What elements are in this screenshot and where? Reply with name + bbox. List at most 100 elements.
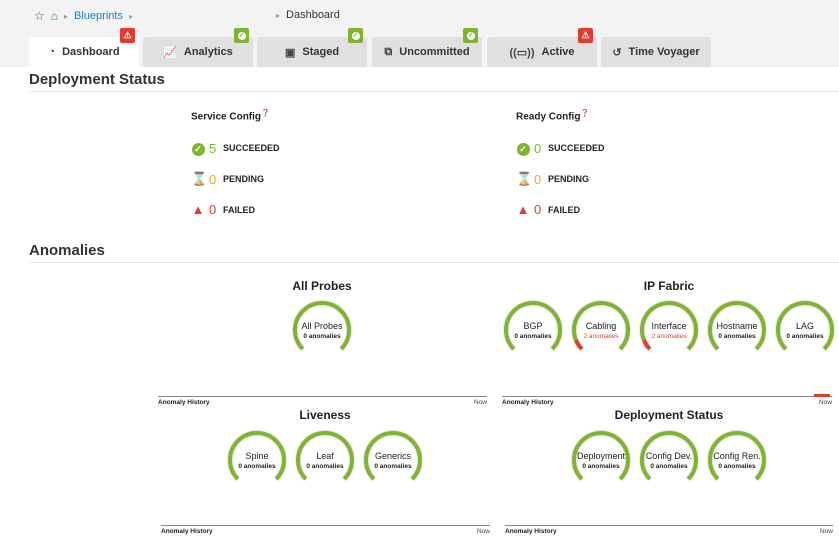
warning-badge-icon: ⚠ <box>578 28 593 43</box>
chevron-right-icon: ▸ <box>276 10 281 20</box>
ready-config-label: Ready Config <box>516 111 581 123</box>
gauge-ring <box>571 300 631 352</box>
gauge-anomaly-count: 2 anomalies <box>651 333 687 340</box>
document-lock-icon: ▣ <box>284 46 296 59</box>
check-circle-icon: ✓ <box>191 140 205 156</box>
succeeded-count: 0 <box>534 140 542 156</box>
anomaly-history-timeline[interactable]: Anomaly History Now <box>502 394 832 408</box>
now-label: Now <box>818 399 832 406</box>
tab-uncommitted[interactable]: ⧉ Uncommitted ✓ <box>372 28 482 67</box>
anomaly-gauge-config-ren[interactable]: Config Ren. 0 anomalies <box>706 429 768 491</box>
check-circle-icon: ✓ <box>516 140 530 156</box>
gauge-anomaly-count: 0 anomalies <box>786 333 824 340</box>
anomaly-history-label: Anomaly History <box>502 399 554 406</box>
anomaly-history-timeline[interactable]: Anomaly History Now <box>505 525 833 537</box>
gauge-anomaly-count: 0 anomalies <box>718 333 756 340</box>
tab-dashboard[interactable]: ◔ Dashboard ⚠ <box>29 28 139 67</box>
breadcrumb-current: ▸ Dashboard <box>276 9 340 21</box>
ready-config-title: Ready Config❓ <box>516 109 589 122</box>
anomaly-history-label: Anomaly History <box>158 399 210 406</box>
anomaly-gauge-bgp[interactable]: BGP 0 anomalies <box>502 299 564 361</box>
tab-analytics[interactable]: 📈 Analytics ✓ <box>143 28 253 67</box>
check-badge-icon: ✓ <box>348 28 363 43</box>
deployment-status-heading: Deployment Status <box>29 71 165 88</box>
anomaly-history-timeline[interactable]: Anomaly History Now <box>161 525 490 537</box>
gauge-label: Leaf <box>316 451 334 461</box>
anomaly-gauge-all-probes[interactable]: All Probes 0 anomalies <box>291 299 353 361</box>
gauge-ring <box>639 300 699 352</box>
now-label: Now <box>476 528 490 535</box>
gauge-ring <box>775 300 835 352</box>
check-badge-icon: ✓ <box>463 28 478 43</box>
gauge-anomaly-count: 2 anomalies <box>583 333 619 340</box>
hourglass-icon: ⌛ <box>191 171 208 186</box>
ready-failed-row: ▲ 0 FAILED <box>516 202 580 217</box>
star-icon[interactable]: ☆ <box>34 9 45 23</box>
ok-arc <box>296 431 354 481</box>
anomaly-group-title: Deployment Status <box>614 408 724 422</box>
breadcrumb-blueprints[interactable]: Blueprints <box>74 10 123 22</box>
warning-badge-icon: ⚠ <box>120 28 135 43</box>
gauge-label: BGP <box>523 321 543 331</box>
help-icon[interactable]: ❓ <box>580 110 590 117</box>
gauge-label: Spine <box>245 451 269 461</box>
tab-active[interactable]: ((▭)) Active ⚠ <box>487 28 597 67</box>
chevron-right-icon: ▸ <box>128 11 133 21</box>
anomaly-history-timeline[interactable]: Anomaly History Now <box>158 396 487 408</box>
failed-count: 0 <box>209 202 217 217</box>
anomaly-gauge-generics[interactable]: Generics 0 anomalies <box>362 429 424 491</box>
ok-arc <box>640 301 698 351</box>
tab-staged[interactable]: ▣ Staged ✓ <box>257 28 367 67</box>
tab-label: Analytics <box>183 46 233 58</box>
failed-label: FAILED <box>548 204 581 215</box>
anomaly-gauge-interface[interactable]: Interface 2 anomalies <box>638 299 700 361</box>
gauge-anomaly-count: 0 anomalies <box>303 333 341 340</box>
ok-arc <box>293 301 351 351</box>
gauge-ring <box>571 430 631 482</box>
ok-arc <box>572 431 630 481</box>
gauge-anomaly-count: 0 anomalies <box>238 463 276 470</box>
broadcast-icon: ((▭)) <box>509 46 535 59</box>
gauge-anomaly-count: 0 anomalies <box>306 463 344 470</box>
breadcrumb-current-label: Dashboard <box>286 9 340 21</box>
anomaly-gauge-spine[interactable]: Spine 0 anomalies <box>226 429 288 491</box>
anomaly-gauge-hostname[interactable]: Hostname 0 anomalies <box>706 299 768 361</box>
tab-time-voyager[interactable]: ↺ Time Voyager <box>601 37 711 67</box>
ok-arc <box>228 431 286 481</box>
tab-label: Dashboard <box>62 46 120 58</box>
now-label: Now <box>819 528 833 535</box>
gauge-label: Config Ren. <box>713 451 761 461</box>
home-icon[interactable]: ⌂ <box>50 9 59 23</box>
chevron-right-icon: ▸ <box>64 11 69 21</box>
gauge-anomaly-count: 0 anomalies <box>650 463 688 470</box>
service-succeeded-row: ✓ 5 SUCCEEDED <box>191 140 280 156</box>
anomaly-gauge-leaf[interactable]: Leaf 0 anomalies <box>294 429 356 491</box>
breadcrumb: ☆ ⌂ ▸ Blueprints ▸ <box>34 9 133 23</box>
anomaly-gauge-deployment[interactable]: Deployment 0 anomalies <box>570 429 632 491</box>
gauge-ring <box>363 430 423 482</box>
succeeded-count: 5 <box>209 140 217 156</box>
anomaly-group-title: IP Fabric <box>643 279 695 293</box>
service-failed-row: ▲ 0 FAILED <box>191 202 255 217</box>
gauge-ring <box>707 430 767 482</box>
help-icon[interactable]: ❓ <box>261 110 270 117</box>
uncommitted-icon: ⧉ <box>384 45 393 58</box>
gauge-label: All Probes <box>301 321 343 331</box>
ok-arc <box>708 301 766 351</box>
ok-arc <box>504 301 562 351</box>
anomaly-gauge-cabling[interactable]: Cabling 2 anomalies <box>570 299 632 361</box>
gauge-icon: ◔ <box>48 46 56 58</box>
ok-arc <box>776 301 834 351</box>
warning-icon: ▲ <box>516 202 530 217</box>
gauge-label: Deployment <box>576 451 626 461</box>
gauge-ring <box>295 430 355 482</box>
anomaly-gauge-config-dev[interactable]: Config Dev. 0 anomalies <box>638 429 700 491</box>
line-chart-icon: 📈 <box>163 46 177 59</box>
succeeded-label: SUCCEEDED <box>223 143 280 153</box>
gauge-ring <box>227 430 287 482</box>
ok-arc <box>364 431 422 481</box>
gauge-ring <box>639 430 699 482</box>
tab-label: Staged <box>302 46 340 58</box>
anomaly-gauge-lag[interactable]: LAG 0 anomalies <box>774 299 836 361</box>
tab-label: Active <box>541 46 575 58</box>
